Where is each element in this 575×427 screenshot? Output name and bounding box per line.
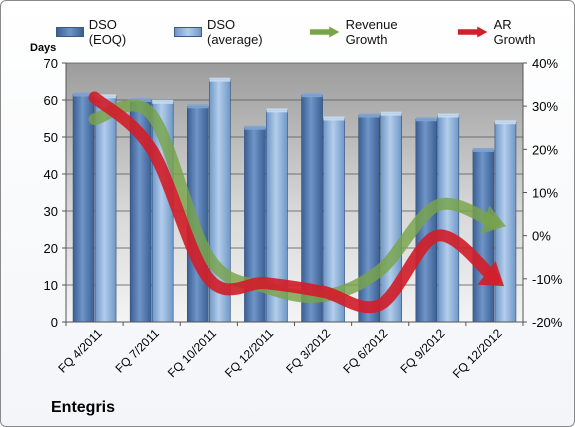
bar-cap — [152, 99, 174, 104]
bar-dso-eoq — [472, 149, 495, 323]
legend-item-dso-average: DSO (average) — [174, 17, 287, 47]
legend-item-dso-eoq: DSO (EOQ) — [56, 17, 152, 47]
bar-cap — [187, 104, 209, 109]
y2-tick-label: 10% — [532, 186, 558, 201]
legend-item-ar-growth: AR Growth — [457, 17, 552, 47]
y-tick-label: 20 — [44, 241, 58, 256]
y2-tick-label: 30% — [532, 99, 558, 114]
bar-cap — [95, 94, 117, 99]
x-tick-label: FQ 9/2012 — [397, 326, 447, 376]
y2-tick-label: -10% — [532, 272, 563, 287]
bar-cap — [244, 125, 266, 130]
legend-label-dso-average: DSO (average) — [207, 17, 263, 47]
legend-item-revenue-growth: Revenue Growth — [309, 17, 435, 47]
legend-label-ar-growth: AR Growth — [493, 17, 536, 47]
y2-tick-label: 0% — [532, 229, 551, 244]
y-tick-label: 50 — [44, 130, 58, 145]
y-tick-label: 70 — [44, 56, 58, 71]
revenue-growth-line — [88, 99, 501, 303]
legend-label-dso-eoq: DSO (EOQ) — [88, 17, 127, 47]
bar-cap — [323, 116, 345, 121]
bar-cap — [130, 98, 152, 102]
y-tick-label: 60 — [44, 93, 58, 108]
bar-cap — [472, 147, 494, 152]
x-tick-label: FQ 3/2012 — [283, 326, 333, 376]
bar-dso-eoq — [72, 94, 95, 323]
legend-arrow-red-icon — [458, 26, 488, 38]
bar-cap — [209, 77, 231, 82]
bar-dso-eoq — [358, 115, 380, 323]
bar-cap — [494, 120, 516, 125]
legend-arrow-green-icon — [310, 26, 340, 38]
bar-dso-average — [437, 115, 460, 323]
y-tick-label: 10 — [44, 278, 58, 293]
x-tick-label: FQ 4/2011 — [55, 326, 105, 376]
legend-label-revenue-growth: Revenue Growth — [345, 17, 398, 47]
x-tick-label: FQ 6/2012 — [340, 326, 390, 376]
y-tick-label: 40 — [44, 167, 58, 182]
growth-lines — [88, 91, 506, 314]
legend: DSO (EOQ) DSO (average) Revenue Growth A… — [56, 17, 574, 47]
x-tick-label: FQ 10/2011 — [165, 326, 219, 380]
bar-cap — [73, 92, 95, 97]
y2-tick-label: 20% — [532, 142, 558, 157]
y-tick-label: 30 — [44, 204, 58, 219]
y-tick-label: 0 — [51, 315, 58, 330]
x-tick-label: FQ 7/2011 — [112, 326, 162, 376]
y2-tick-label: -20% — [532, 315, 563, 330]
bar-cap — [380, 111, 402, 116]
bar-cap — [415, 117, 437, 122]
legend-swatch-dso-eoq — [56, 27, 84, 37]
ar-growth-arrowhead — [477, 260, 505, 287]
bar-cap — [437, 113, 459, 118]
bar-dso-average — [94, 96, 117, 323]
bar-cap — [358, 113, 380, 118]
bar-cap — [301, 93, 323, 98]
x-tick-label: FQ 12/2012 — [450, 326, 505, 381]
ar-growth-line — [88, 91, 501, 314]
company-name: Entegris — [51, 399, 116, 416]
legend-swatch-dso-average — [174, 27, 202, 37]
bar-cap — [266, 108, 288, 113]
revenue-growth-arrowhead — [480, 205, 506, 235]
y2-tick-label: 40% — [532, 56, 558, 71]
y-axis-title: Days — [30, 42, 57, 54]
bar-dso-eoq — [244, 127, 266, 323]
x-tick-label: FQ 12/2011 — [222, 326, 276, 380]
